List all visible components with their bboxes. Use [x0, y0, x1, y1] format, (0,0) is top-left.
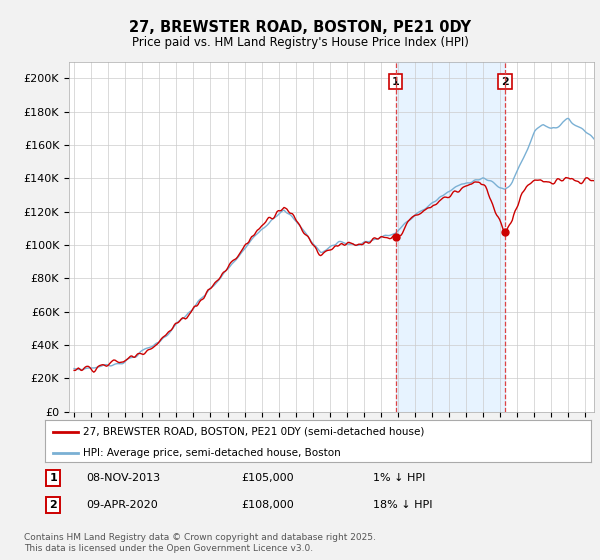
Text: 18% ↓ HPI: 18% ↓ HPI — [373, 500, 432, 510]
Text: 27, BREWSTER ROAD, BOSTON, PE21 0DY (semi-detached house): 27, BREWSTER ROAD, BOSTON, PE21 0DY (sem… — [83, 427, 425, 437]
Text: 27, BREWSTER ROAD, BOSTON, PE21 0DY: 27, BREWSTER ROAD, BOSTON, PE21 0DY — [129, 20, 471, 35]
Text: 1% ↓ HPI: 1% ↓ HPI — [373, 473, 425, 483]
Text: 2: 2 — [49, 500, 57, 510]
Text: 1: 1 — [49, 473, 57, 483]
Text: 1: 1 — [392, 77, 400, 87]
Text: 08-NOV-2013: 08-NOV-2013 — [86, 473, 160, 483]
Text: 09-APR-2020: 09-APR-2020 — [86, 500, 158, 510]
Text: HPI: Average price, semi-detached house, Boston: HPI: Average price, semi-detached house,… — [83, 448, 341, 458]
Bar — [395, 62, 505, 412]
Text: Price paid vs. HM Land Registry's House Price Index (HPI): Price paid vs. HM Land Registry's House … — [131, 36, 469, 49]
Text: Contains HM Land Registry data © Crown copyright and database right 2025.
This d: Contains HM Land Registry data © Crown c… — [24, 533, 376, 553]
Text: £105,000: £105,000 — [242, 473, 294, 483]
Text: 2: 2 — [501, 77, 509, 87]
Text: £108,000: £108,000 — [242, 500, 295, 510]
